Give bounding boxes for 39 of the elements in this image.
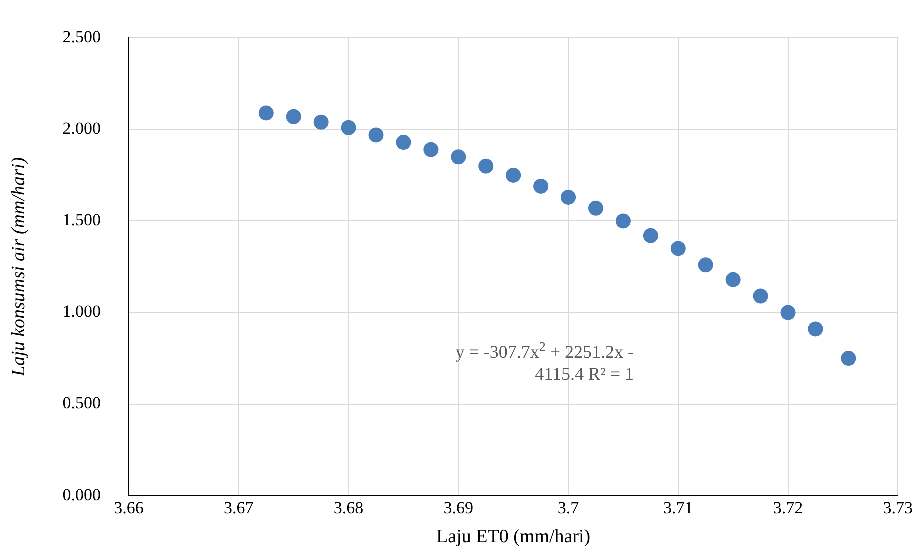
- x-tick-label: 3.68: [334, 498, 364, 518]
- x-tick-label: 3.66: [114, 498, 144, 518]
- point: [341, 120, 356, 136]
- point: [670, 241, 686, 256]
- annotation: y = -307.7x$^{2}$ + 2251.2x - 4115.4 R² = 1: [454, 338, 634, 385]
- point: [726, 272, 741, 288]
- point: [396, 135, 412, 150]
- x-tick-label: 3.69: [444, 498, 474, 518]
- point: [753, 288, 768, 304]
- y-tick-label: 2.500: [62, 28, 102, 47]
- x-tick-label: 3.7: [558, 498, 580, 518]
- point: [286, 109, 302, 124]
- point: [368, 128, 384, 143]
- point: [534, 178, 549, 194]
- y-tick-label: 0.000: [62, 485, 102, 504]
- point: [643, 228, 658, 244]
- y-tick-label: 0.500: [62, 394, 102, 413]
- x-tick-label: 3.67: [224, 498, 254, 518]
- point: [841, 351, 856, 366]
- y-tick-label: 1.500: [62, 210, 102, 230]
- point: [424, 142, 439, 158]
- x-tick-label: 3.73: [883, 498, 913, 518]
- x-tick-label: 3.71: [664, 498, 694, 518]
- point: [258, 106, 274, 121]
- y-tick-label: 2.000: [62, 119, 102, 138]
- y-axis-title: Laju konsumsi air (mm/hari): [8, 157, 30, 378]
- point: [451, 150, 466, 165]
- point: [314, 114, 329, 130]
- point: [588, 200, 604, 216]
- point: [780, 305, 796, 320]
- point: [616, 214, 631, 229]
- point: [506, 168, 522, 183]
- point: [698, 258, 714, 273]
- point: [808, 322, 824, 337]
- x-axis-title: Laju ET0 (mm/hari): [436, 526, 591, 548]
- y-tick-label: 1.000: [62, 302, 102, 322]
- point: [478, 158, 494, 174]
- point: [561, 190, 576, 205]
- x-tick-label: 3.72: [773, 498, 804, 518]
